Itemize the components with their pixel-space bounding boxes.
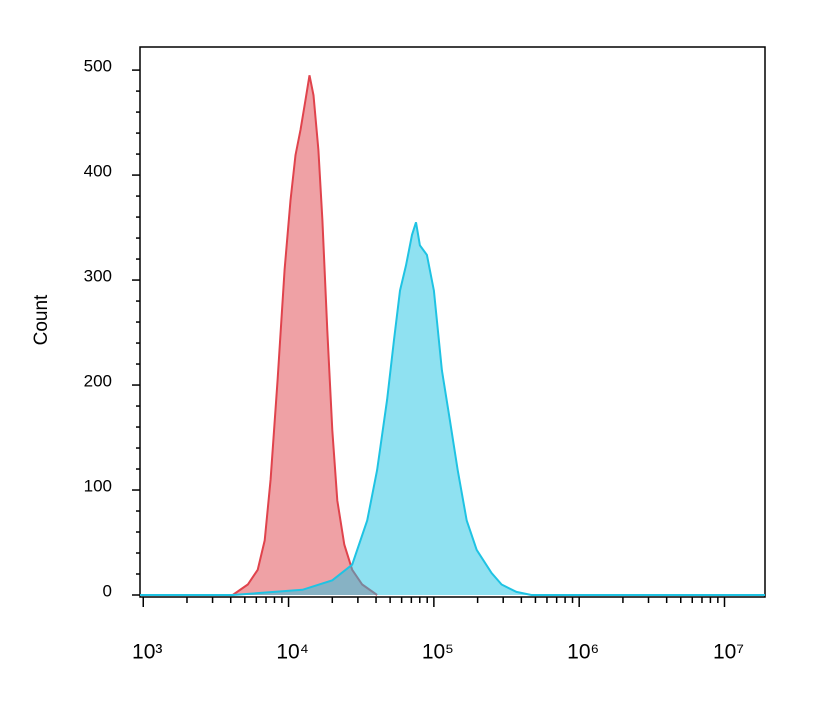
- y-tick-label: 200: [84, 372, 112, 391]
- x-tick-label: 10⁵: [422, 641, 454, 664]
- y-tick-label: 0: [103, 581, 112, 600]
- y-tick-label: 300: [84, 267, 112, 286]
- histogram-line: [232, 75, 378, 596]
- y-axis-label: Count: [31, 294, 52, 345]
- x-tick-label: 10⁷: [713, 641, 744, 664]
- x-tick-label: 10⁴: [276, 641, 308, 664]
- y-tick-label: 100: [84, 477, 112, 496]
- y-tick-label: 500: [84, 57, 112, 76]
- x-tick-label: 10⁶: [567, 641, 599, 664]
- histogram-fill: [140, 222, 765, 596]
- x-tick-label: 10³: [132, 641, 162, 664]
- histogram-line: [140, 221, 765, 596]
- histogram-fill: [232, 75, 378, 596]
- y-tick-label: 400: [84, 162, 112, 181]
